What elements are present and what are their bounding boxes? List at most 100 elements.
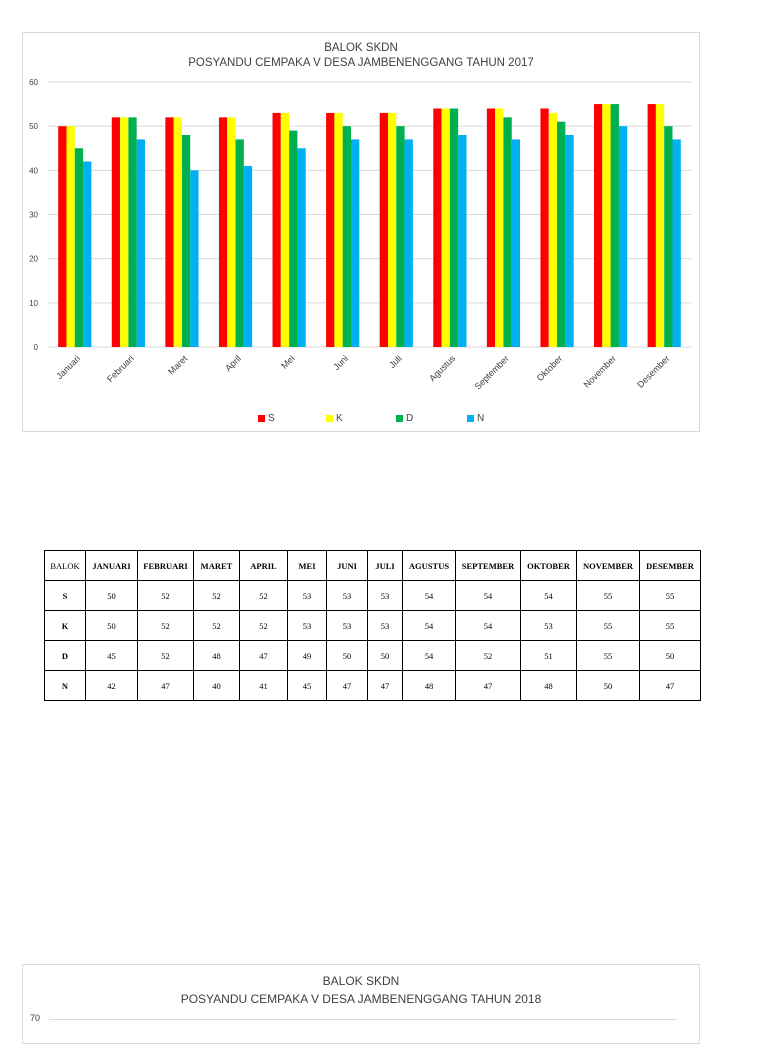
x-tick-label: September — [473, 353, 511, 391]
chart-title: BALOK SKDN — [324, 42, 398, 54]
bar-s-november — [594, 104, 603, 347]
table-cell: 45 — [85, 640, 138, 671]
table-cell: 50 — [85, 580, 138, 611]
table-cell: 54 — [455, 610, 521, 641]
y-tick-label: 0 — [34, 343, 39, 352]
legend-swatch — [467, 415, 474, 422]
bar-d-februari — [128, 117, 137, 347]
table-cell: 47 — [455, 670, 521, 701]
table-header-februari: FEBRUARI — [137, 550, 194, 581]
bar-n-juli — [404, 139, 413, 347]
table-cell: 50 — [85, 610, 138, 641]
table-cell: 54 — [402, 580, 456, 611]
x-tick-label: Desember — [635, 353, 671, 389]
legend-item-d: D — [396, 413, 413, 424]
table-cell: 47 — [239, 640, 288, 671]
legend-label: D — [406, 413, 414, 424]
legend-label: S — [268, 413, 275, 424]
table-cell: 48 — [520, 670, 577, 701]
x-tick-label: Januari — [54, 353, 82, 381]
table-cell: 50 — [367, 640, 403, 671]
bar-n-mei — [297, 148, 306, 347]
chart-subtitle: POSYANDU CEMPAKA V DESA JAMBENENGGANG TA… — [180, 992, 542, 1006]
table-cell: 52 — [137, 610, 194, 641]
chart-2017: BALOK SKDN POSYANDU CEMPAKA V DESA JAMBE… — [22, 32, 700, 432]
table-row: N 42 47 40 41 45 47 47 48 47 48 50 47 — [44, 670, 701, 701]
table-row-label: D — [44, 640, 86, 671]
table-cell: 47 — [639, 670, 701, 701]
legend-label: N — [477, 413, 485, 424]
table-cell: 52 — [239, 610, 288, 641]
bar-n-november — [618, 126, 628, 348]
table-cell: 52 — [239, 580, 288, 611]
bar-k-mei — [280, 112, 290, 348]
y-tick-label: 70 — [30, 1013, 41, 1023]
table-cell: 48 — [193, 640, 240, 671]
x-tick-label: Juli — [387, 353, 404, 370]
bar-n-desember — [672, 139, 681, 347]
table-cell: 47 — [137, 670, 194, 701]
x-tick-label: Oktober — [535, 353, 565, 383]
table-cell: 55 — [639, 610, 701, 641]
bar-d-oktober — [557, 121, 566, 347]
table-row: S 50 52 52 52 53 53 53 54 54 54 55 55 — [44, 580, 701, 611]
x-tick-label: Mei — [279, 353, 296, 370]
x-tick-label: November — [582, 353, 618, 389]
table-cell: 53 — [287, 610, 327, 641]
bar-n-april — [243, 165, 253, 347]
bar-k-desember — [655, 104, 665, 347]
table-row-label: S — [44, 580, 86, 611]
table-header-april: APRIL — [239, 550, 288, 581]
y-tick-label: 40 — [29, 166, 38, 175]
bar-n-september — [511, 139, 521, 347]
table-cell: 42 — [85, 670, 138, 701]
table-cell: 47 — [326, 670, 368, 701]
table-cell: 45 — [287, 670, 327, 701]
table-cell: 40 — [193, 670, 240, 701]
table-cell: 52 — [455, 640, 521, 671]
table-cell: 53 — [367, 580, 403, 611]
bar-d-agustus — [449, 108, 459, 347]
table-cell: 41 — [239, 670, 288, 701]
table-header-mei: MEI — [287, 550, 327, 581]
y-tick-label: 20 — [29, 255, 38, 264]
table-cell: 52 — [193, 610, 240, 641]
bar-k-maret — [173, 117, 182, 347]
table-cell: 55 — [639, 580, 701, 611]
bar-k-juli — [387, 112, 397, 348]
table-cell: 54 — [402, 610, 456, 641]
table-cell: 53 — [520, 610, 577, 641]
bar-s-desember — [647, 104, 656, 347]
bar-n-agustus — [458, 135, 467, 347]
bar-s-mei — [272, 112, 281, 348]
skdn-table: BALOK JANUARI FEBRUARI MARET APRIL MEI JUNI JU… — [44, 550, 701, 701]
bar-k-september — [495, 108, 504, 347]
table-row: D 45 52 48 47 49 50 50 54 52 51 55 50 — [44, 640, 701, 671]
table-cell: 51 — [520, 640, 577, 671]
table-header-desember: DESEMBER — [639, 550, 701, 581]
gridline — [49, 1019, 677, 1020]
bar-s-april — [218, 117, 228, 347]
table-cell: 54 — [520, 580, 577, 611]
table-cell: 50 — [326, 640, 368, 671]
table-header-juni: JUNI — [326, 550, 368, 581]
bar-d-mei — [289, 130, 298, 347]
x-tick-label: Februari — [105, 353, 136, 384]
table-header-oktober: OKTOBER — [520, 550, 577, 581]
table-cell: 53 — [287, 580, 327, 611]
table-cell: 47 — [367, 670, 403, 701]
y-tick-label: 30 — [29, 211, 38, 220]
bar-d-juli — [396, 126, 405, 348]
table-header-januari: JANUARI — [85, 550, 138, 581]
bar-d-september — [503, 117, 512, 347]
bar-d-januari — [74, 148, 84, 347]
table-header-november: NOVEMBER — [576, 550, 640, 581]
y-tick-label: 10 — [29, 299, 38, 308]
table-header-september: SEPTEMBER — [455, 550, 521, 581]
table-cell: 55 — [576, 580, 640, 611]
bar-s-september — [486, 108, 496, 347]
legend-item-k: K — [326, 413, 343, 424]
bar-k-oktober — [548, 112, 558, 348]
bar-k-juni — [334, 112, 343, 348]
chart-2018: BALOK SKDN POSYANDU CEMPAKA V DESA JAMBE… — [22, 964, 700, 1044]
